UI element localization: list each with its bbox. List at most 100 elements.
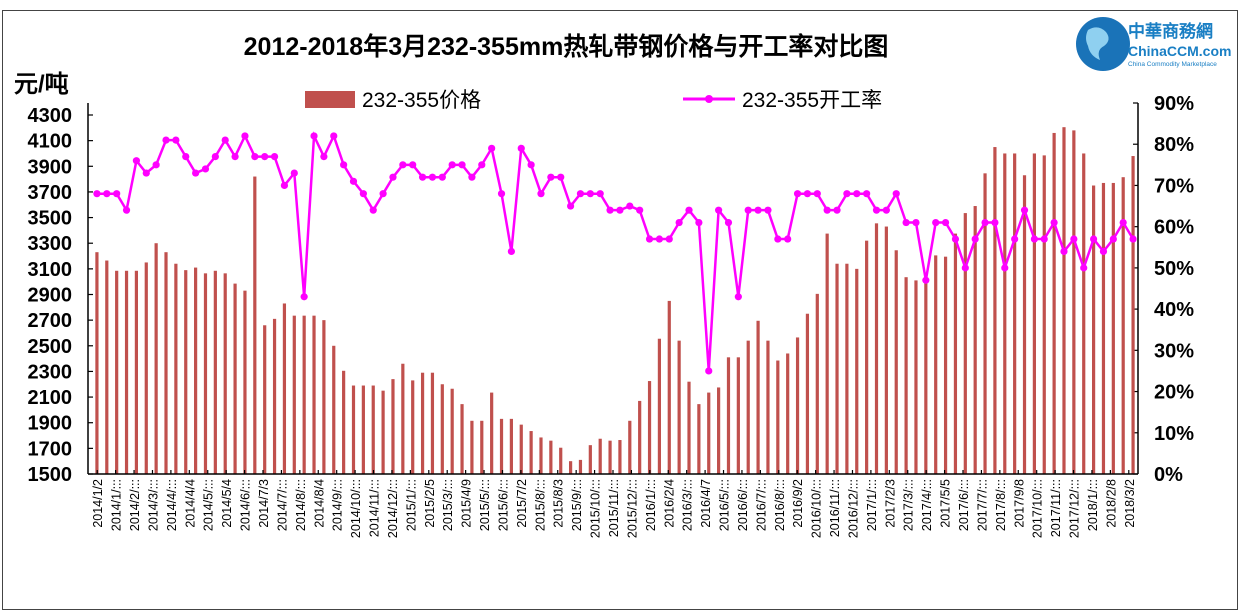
price-bar	[953, 233, 958, 474]
rate-marker	[695, 218, 703, 227]
y-axis-unit: 元/吨	[14, 71, 69, 98]
price-bar	[963, 213, 967, 474]
rate-marker	[576, 190, 585, 198]
x-tick-label: 2015/7/2	[515, 479, 529, 528]
x-tick-label: 2014/7/:::	[275, 479, 289, 531]
x-tick-label: 2014/10/:::	[349, 479, 363, 538]
x-tick-label: 2017/2/3	[883, 479, 897, 528]
price-bar	[302, 315, 306, 474]
price-bar	[776, 360, 780, 474]
price-bar	[411, 380, 415, 474]
rate-marker	[616, 206, 624, 214]
price-bar	[1022, 175, 1027, 474]
price-bar	[647, 381, 652, 474]
price-bar	[223, 273, 227, 474]
price-bar	[746, 340, 750, 474]
y2-tick-label: 90%	[1154, 93, 1194, 115]
x-tick-label: 2016/8/:::	[773, 479, 787, 531]
price-bar	[865, 240, 869, 474]
price-bar	[164, 252, 168, 474]
price-bar	[95, 252, 99, 474]
y2-tick-label: 40%	[1154, 299, 1194, 321]
x-tick-label: 2015/2/5	[423, 479, 437, 528]
x-tick-label: 2014/5/:::	[202, 479, 216, 531]
rate-marker	[793, 190, 802, 198]
x-tick-label: 2016/9/2	[791, 479, 805, 528]
y-tick-label: 4300	[28, 105, 73, 127]
x-tick-label: 2016/11/:::	[828, 479, 842, 537]
rate-marker	[221, 136, 229, 144]
price-bar	[154, 243, 158, 474]
price-bar	[450, 388, 454, 474]
price-bar	[391, 379, 395, 474]
price-bar	[1101, 182, 1106, 475]
rate-marker	[892, 190, 900, 198]
y-tick-label: 3500	[28, 208, 73, 230]
x-tick-label: 2017/6/:::	[957, 479, 971, 531]
price-bar	[292, 315, 296, 474]
x-tick-label: 2015/8/:::	[533, 479, 547, 531]
rate-marker	[458, 161, 466, 169]
legend-price-label: 232-355价格	[362, 89, 481, 112]
rate-marker	[922, 276, 930, 284]
y2-tick-label: 10%	[1154, 423, 1194, 445]
price-bar	[529, 431, 533, 474]
rate-marker	[961, 264, 969, 272]
price-bar	[568, 461, 573, 474]
x-tick-label: 2014/8/:::	[294, 479, 308, 531]
price-bar	[845, 263, 849, 474]
chart-frame	[2, 10, 1238, 610]
y-tick-label: 2300	[28, 361, 73, 383]
rate-marker	[971, 235, 979, 243]
x-tick-label: 2015/12/:::	[625, 479, 639, 538]
x-tick-label: 2015/6/:::	[496, 479, 510, 531]
price-bar	[559, 447, 563, 474]
price-bar	[470, 420, 474, 474]
rate-marker	[1109, 235, 1117, 243]
rate-marker	[547, 173, 555, 181]
x-tick-label: 2015/4/9	[460, 479, 474, 528]
rate-marker	[606, 206, 614, 214]
price-bar	[144, 262, 148, 474]
price-bar	[825, 233, 829, 474]
logo: 中華商務網 ChinaCCM.com China Commodity Marke…	[1076, 17, 1231, 71]
price-bar	[874, 223, 879, 474]
rate-marker	[685, 206, 693, 214]
price-bar	[677, 340, 681, 474]
rate-marker	[172, 136, 180, 144]
legend-rate-label: 232-355开工率	[742, 89, 882, 112]
y2-tick-label: 60%	[1154, 217, 1194, 239]
rate-marker	[349, 177, 358, 185]
price-bar	[657, 338, 662, 474]
y-tick-label: 2700	[28, 310, 73, 332]
price-bar	[904, 277, 908, 474]
rate-marker	[152, 161, 160, 169]
rate-marker	[359, 190, 367, 198]
x-tick-label: 2014/7/3	[257, 479, 271, 528]
rate-marker	[764, 206, 772, 214]
price-bar	[480, 420, 484, 474]
price-bar	[1082, 153, 1086, 474]
rate-marker	[409, 161, 417, 169]
y-tick-label: 4100	[28, 131, 73, 153]
price-bar	[1062, 127, 1066, 474]
price-bar	[430, 372, 435, 474]
rate-marker	[566, 202, 575, 210]
rate-marker	[1040, 235, 1048, 243]
x-tick-label: 2014/8/4	[312, 479, 326, 528]
x-tick-label: 2014/4/4	[183, 479, 197, 528]
price-bar	[272, 318, 277, 474]
price-bar	[401, 363, 405, 474]
y2-tick-label: 20%	[1154, 382, 1194, 404]
rate-marker	[754, 206, 762, 214]
x-tick-label: 2016/3/:::	[681, 479, 695, 531]
x-tick-label: 2014/11/:::	[368, 479, 382, 537]
price-bar	[115, 270, 119, 474]
rate-marker	[113, 190, 121, 198]
x-tick-label: 2017/9/8	[1012, 479, 1026, 528]
rate-marker	[1119, 218, 1127, 227]
rate-marker	[270, 152, 279, 161]
rate-marker	[803, 190, 812, 198]
x-tick-label: 2015/8/3	[552, 479, 566, 528]
price-bar	[243, 290, 247, 474]
